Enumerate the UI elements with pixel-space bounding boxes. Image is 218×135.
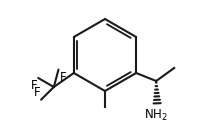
Text: NH$_2$: NH$_2$ [144, 108, 168, 123]
Text: F: F [34, 86, 40, 99]
Text: F: F [31, 79, 37, 92]
Text: F: F [60, 71, 66, 84]
